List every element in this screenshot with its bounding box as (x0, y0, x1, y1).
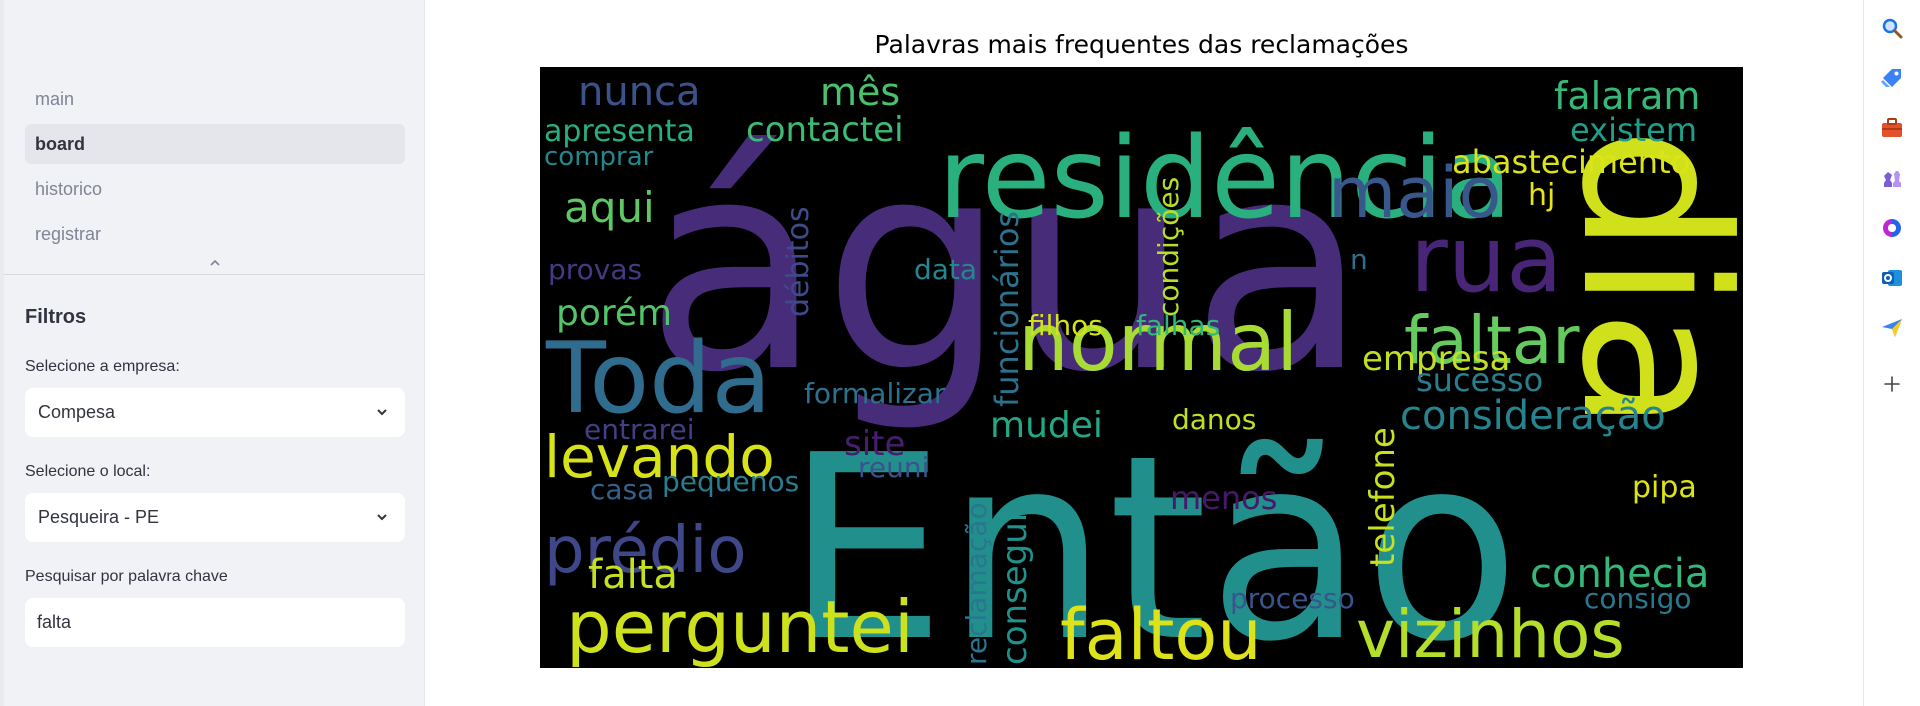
wordcloud-word: formalizar (804, 377, 946, 410)
collapse-nav-icon[interactable] (207, 254, 223, 270)
wordcloud: água Então dia residência normal Toda maio rua f… (540, 67, 1743, 668)
briefcase-icon[interactable] (1880, 116, 1904, 140)
nav-item-main[interactable]: main (35, 89, 75, 109)
wordcloud-word: existem (1570, 111, 1697, 149)
wordcloud-word: Então (785, 401, 1520, 668)
search-icon[interactable] (1880, 16, 1904, 40)
send-icon[interactable] (1880, 316, 1904, 340)
nav-item-registrar[interactable]: registrar (35, 224, 102, 244)
location-label: Selecione o local: (25, 463, 151, 480)
wordcloud-word: nunca (578, 69, 701, 115)
sidebar-edge (0, 0, 4, 706)
company-select[interactable]: Compesa (25, 388, 405, 437)
wordcloud-word: casa (590, 473, 654, 506)
wordcloud-word: consigo (1584, 582, 1692, 615)
wordcloud-word: comprar (544, 142, 654, 172)
wordcloud-word: condições (1152, 177, 1185, 317)
sidebar-divider (4, 274, 425, 275)
wordcloud-word: débitos (781, 206, 816, 317)
wordcloud-word: conhecia (1530, 551, 1709, 597)
wordcloud-word: pequenos (662, 465, 799, 498)
copilot-icon[interactable] (1880, 216, 1904, 240)
wordcloud-word: hj (1528, 178, 1555, 213)
wordcloud-word: site (844, 424, 905, 464)
wordcloud-word: menos (1170, 479, 1277, 517)
wordcloud-word: perguntei (566, 585, 914, 668)
wordcloud-word: reclamação (960, 502, 993, 665)
wordcloud-word: água (645, 99, 1368, 436)
wordcloud-word: falta (588, 552, 678, 598)
wordcloud-word: normal (1018, 296, 1298, 389)
outlook-icon[interactable] (1880, 266, 1904, 290)
wordcloud-word: aqui (564, 183, 655, 232)
company-select-value: Compesa (38, 402, 116, 422)
wordcloud-svg: águaEntãodiaresidêncianormalTodamaioruaf… (544, 69, 1743, 668)
wordcloud-word: residência (938, 114, 1512, 244)
wordcloud-word: danos (1172, 403, 1256, 436)
chevron-down-icon (377, 409, 387, 416)
filters-title: Filtros (25, 306, 87, 328)
wordcloud-word: processo (1230, 582, 1355, 615)
wordcloud-word: Toda (545, 322, 771, 436)
wordcloud-word: sucesso (1416, 361, 1543, 399)
keyword-input[interactable] (25, 598, 405, 647)
wordcloud-word: vizinhos (1356, 596, 1625, 668)
plus-icon[interactable] (1880, 372, 1904, 396)
wordcloud-word: apresenta (544, 114, 695, 149)
wordcloud-word: falaram (1554, 74, 1700, 118)
wordcloud-word: entrarei (584, 413, 695, 446)
wordcloud-word: mudei (990, 405, 1103, 446)
wordcloud-word: abastecimento (1452, 143, 1690, 181)
wordcloud-word: provas (548, 253, 642, 286)
wordcloud-word: consegui (995, 513, 1035, 665)
wordcloud-word: funcionários (988, 211, 1026, 407)
keyword-label: Pesquisar por palavra chave (25, 568, 228, 585)
wordcloud-word: data (914, 253, 977, 286)
wordcloud-word: pipa (1632, 470, 1697, 505)
chess-icon[interactable] (1880, 166, 1904, 190)
wordcloud-word: faltar (1404, 302, 1580, 379)
chevron-down-icon (377, 514, 387, 521)
wordcloud-word: reuni (858, 451, 929, 484)
wordcloud-word: porém (556, 293, 672, 334)
wordcloud-word: levando (544, 423, 775, 491)
nav-item-board[interactable]: board (25, 124, 405, 164)
wordcloud-word: falhas (1136, 309, 1220, 342)
keyword-input-wrapper (25, 598, 405, 647)
location-select[interactable]: Pesqueira - PE (25, 493, 405, 542)
tag-icon[interactable] (1880, 66, 1904, 90)
wordcloud-word: maio (1328, 152, 1501, 234)
wordcloud-word: filhos (1028, 309, 1103, 342)
wordcloud-word: telefone (1363, 427, 1403, 567)
wordcloud-word: prédio (544, 514, 746, 588)
wordcloud-word: n (1350, 243, 1368, 276)
wordcloud-word: empresa (1362, 339, 1510, 379)
sidebar: main board historico registrar Filtros S… (0, 0, 425, 706)
wordcloud-word: dia (1537, 127, 1743, 432)
edge-sidebar (1863, 0, 1920, 706)
wordcloud-word: faltou (1060, 594, 1262, 668)
nav-item-historico[interactable]: historico (35, 179, 103, 199)
wordcloud-word: contactei (746, 110, 904, 150)
location-select-value: Pesqueira - PE (38, 507, 160, 527)
company-label: Selecione a empresa: (25, 358, 180, 375)
wordcloud-word: consideração (1400, 393, 1666, 439)
figure-title: Palavras mais frequentes das reclamações (874, 30, 1409, 59)
wordcloud-word: mês (820, 70, 900, 114)
wordcloud-word: rua (1410, 206, 1563, 313)
sidebar-nav: main board historico registrar (25, 79, 405, 259)
